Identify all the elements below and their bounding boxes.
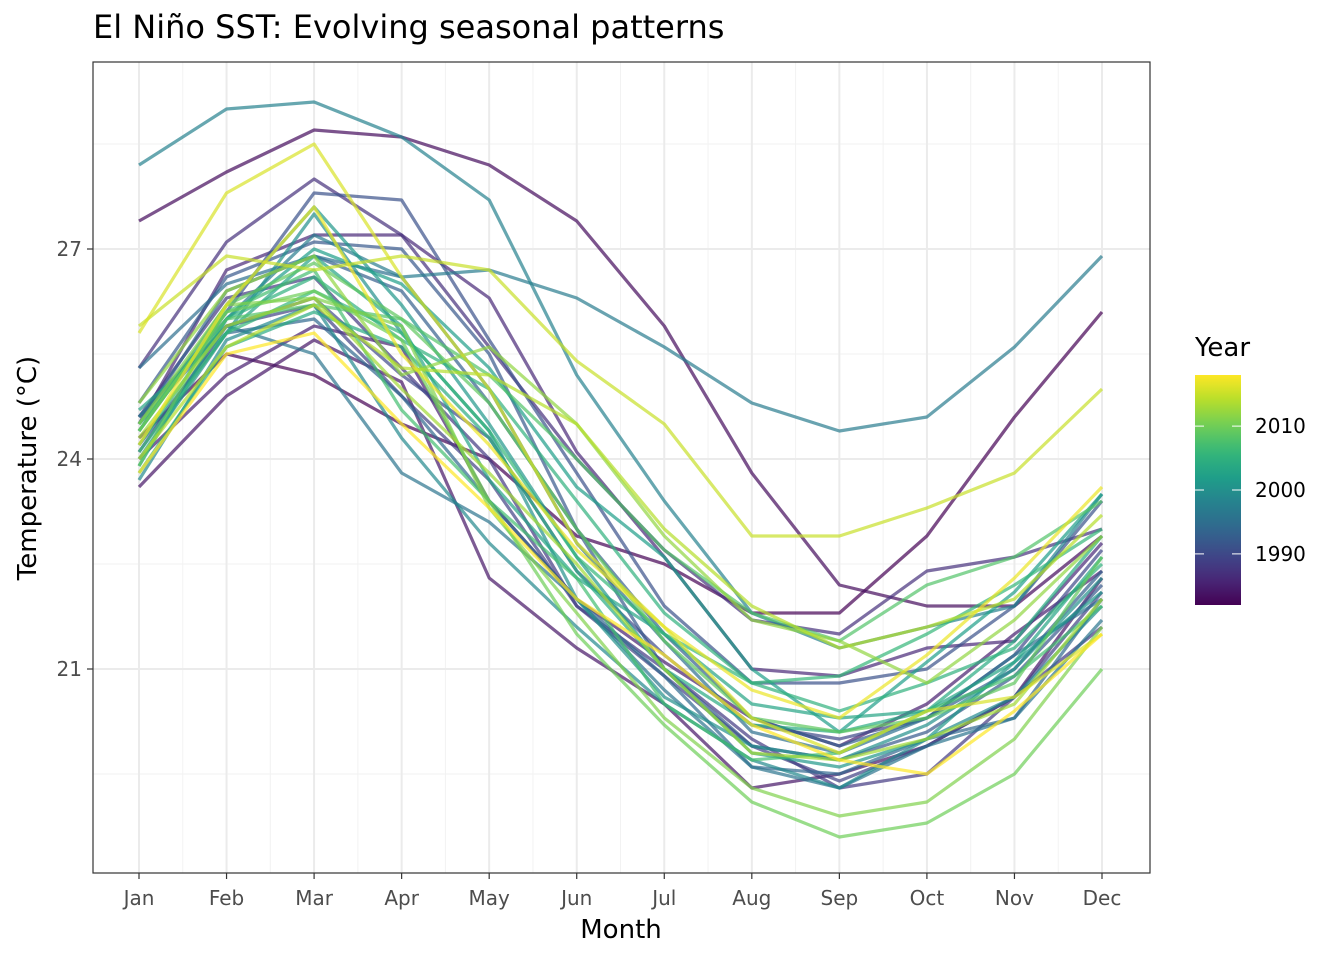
color-legend: Year 1990 2000 2010	[1194, 333, 1306, 605]
panel-border	[92, 61, 1151, 874]
series-line-2008	[137, 303, 1103, 643]
y-axis-title: Temperature (°C)	[13, 356, 43, 581]
x-tick-label: Mar	[295, 886, 334, 910]
series-line-2013	[137, 296, 1104, 762]
series-line-2016	[137, 142, 1103, 755]
series-line-2007	[137, 268, 1103, 762]
y-tick-label: 24	[57, 447, 82, 471]
x-tick-label: Jun	[559, 886, 592, 910]
series-line-2004	[137, 310, 1104, 734]
x-axis-title: Month	[580, 915, 662, 945]
grid	[93, 62, 1150, 873]
legend-title: Year	[1194, 333, 1250, 363]
x-tick-label: May	[469, 886, 511, 910]
x-tick-label: Aug	[732, 886, 771, 910]
legend-label: 1990	[1255, 542, 1306, 566]
series-line-2011	[137, 296, 1104, 818]
series-line-1982	[137, 310, 1104, 615]
y-tick-label: 21	[57, 657, 82, 681]
y-tick-label: 27	[57, 237, 82, 261]
x-tick-label: Jan	[122, 886, 155, 910]
x-tick-label: Sep	[821, 886, 859, 910]
series-line-1996	[137, 324, 1104, 790]
series-line-2018	[137, 331, 1104, 776]
x-tick-label: Feb	[209, 886, 244, 910]
series-line-2000	[137, 212, 1104, 762]
legend-label: 2010	[1255, 414, 1306, 438]
x-axis: Jan Feb Mar Apr May Jun Jul Aug Sep Oct Nov Dec	[122, 873, 1122, 910]
series-lines	[137, 100, 1104, 839]
x-tick-label: Jul	[650, 886, 676, 910]
series-line-1994	[137, 317, 1104, 776]
chart-title: El Niño SST: Evolving seasonal patterns	[93, 8, 725, 46]
legend-label: 2000	[1255, 478, 1306, 502]
panel-background	[93, 62, 1150, 873]
x-tick-label: Nov	[995, 886, 1034, 910]
series-line-1991	[137, 191, 1104, 685]
x-tick-label: Oct	[910, 886, 945, 910]
series-line-1985	[137, 324, 1103, 748]
series-line-2012	[137, 254, 1104, 685]
series-line-2014	[137, 303, 1104, 650]
series-line-2005	[137, 275, 1104, 713]
series-line-2017	[137, 205, 1104, 720]
series-line-2015	[138, 254, 1104, 538]
x-tick-label: Dec	[1083, 886, 1122, 910]
series-line-2010	[137, 289, 1104, 839]
series-line-1983	[138, 128, 1103, 608]
y-axis: 21 24 27	[57, 237, 93, 681]
series-line-1997	[137, 233, 1104, 433]
x-tick-label: Apr	[384, 886, 419, 910]
